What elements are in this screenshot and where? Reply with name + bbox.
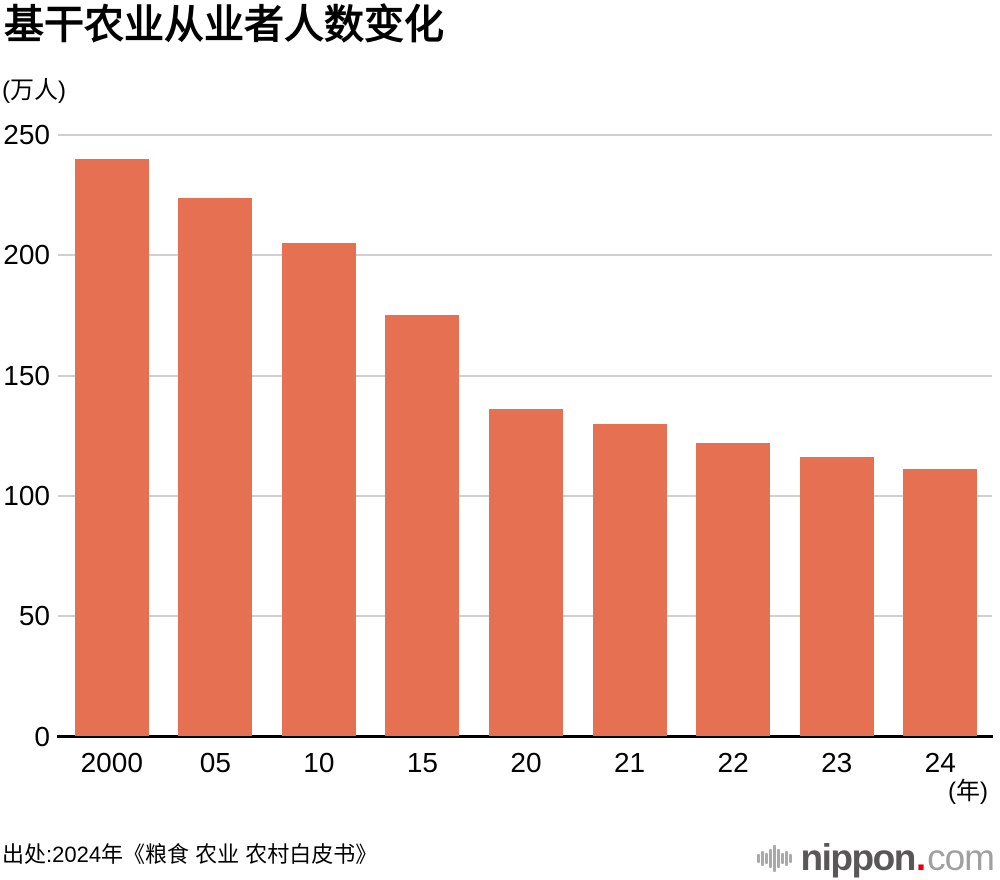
x-tick-label: 2000	[80, 747, 143, 778]
x-tick-label: 20	[510, 747, 542, 778]
x-tick-label: 23	[821, 747, 853, 778]
bar	[281, 243, 356, 737]
logo-wordmark: nippon . com	[800, 837, 995, 879]
bar	[385, 315, 460, 737]
y-tick-label: 150	[3, 359, 50, 391]
logo-dot: .	[915, 837, 927, 878]
waveform-bar	[765, 852, 768, 864]
y-tick-label: 100	[3, 479, 50, 511]
bar	[903, 469, 978, 737]
page-title: 基干农业从业者人数变化	[4, 3, 444, 47]
y-axis-unit-label: (万人)	[2, 77, 66, 104]
x-tick-label: 15	[406, 747, 439, 778]
bar	[178, 197, 253, 737]
waveform-bar	[769, 848, 772, 868]
waveform-bar	[757, 853, 760, 863]
y-tick-label: 250	[3, 119, 50, 150]
x-tick-label: 24	[924, 747, 956, 778]
nippon-logo: nippon . com	[757, 836, 995, 880]
bar	[74, 159, 149, 737]
gridline	[58, 254, 992, 257]
x-tick-label: 22	[717, 747, 749, 778]
waveform-bar	[781, 852, 784, 864]
bar	[696, 442, 771, 737]
x-tick-label: 05	[199, 747, 231, 778]
y-tick-label: 50	[18, 600, 50, 632]
y-tick-label: 0	[34, 720, 50, 752]
waveform-bar	[785, 850, 788, 866]
logo-tld-text: com	[927, 837, 995, 878]
waveform-bar	[761, 850, 764, 866]
waveform-bar	[777, 848, 780, 868]
x-tick-label: 10	[303, 747, 335, 778]
gridline	[58, 374, 992, 377]
bar	[799, 457, 874, 737]
y-tick-label: 200	[3, 239, 50, 271]
waveform-bar	[789, 853, 792, 863]
x-tick-label: 21	[613, 747, 646, 778]
x-axis-unit-label: (年)	[948, 778, 988, 805]
x-axis-line	[57, 735, 993, 738]
waveform-bar	[773, 844, 776, 872]
bar	[592, 423, 667, 737]
waveform-icon	[757, 843, 792, 873]
bar	[489, 409, 563, 737]
logo-brand-text: nippon	[800, 837, 917, 878]
source-text: 出处:2024年《粮食 农业 农村白皮书》	[2, 842, 378, 867]
gridline	[58, 134, 992, 136]
